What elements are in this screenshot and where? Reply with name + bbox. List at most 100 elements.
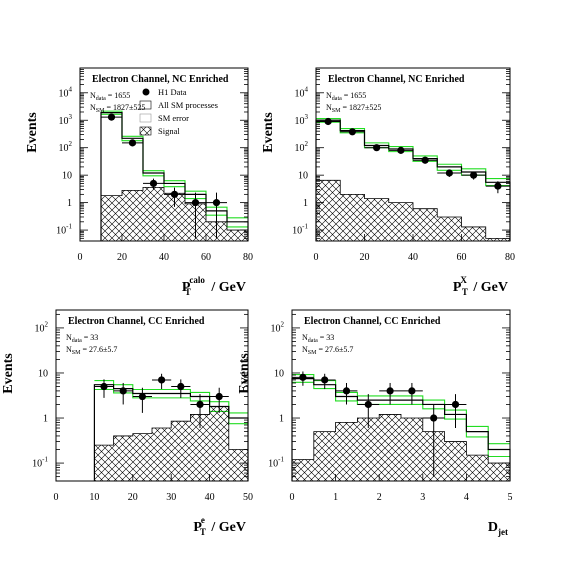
x-axis-label: Pcalo T / GeV <box>182 275 246 297</box>
data-point-1 <box>100 382 108 391</box>
n-data-value: = 1655 <box>342 91 367 100</box>
x-tick-value: 40 <box>205 492 215 503</box>
data-point-1 <box>299 373 307 381</box>
n-sm-sub: SM <box>332 108 341 114</box>
n-sm-sub: SM <box>96 108 105 114</box>
y-tick-base: 10 <box>35 323 45 334</box>
x-tick-label: 5 <box>508 492 513 503</box>
data-point-7 <box>430 414 438 422</box>
y-tick-label: 1 <box>67 198 72 209</box>
signal-histogram <box>291 414 511 482</box>
y-tick-base: 10 <box>59 88 69 99</box>
y-axis-label: Events <box>261 112 276 153</box>
x-tick-value: 2 <box>377 492 382 503</box>
y-tick-base: 1 <box>303 198 308 209</box>
y-tick-base: 10 <box>268 459 278 470</box>
x-tick-label: 0 <box>314 252 319 263</box>
x-tick-label: 0 <box>54 492 59 503</box>
x-tick-value: 1 <box>333 492 338 503</box>
x-tick-value: 50 <box>243 492 253 503</box>
y-tick-exponent: -1 <box>66 223 72 231</box>
data-point-4 <box>364 400 372 409</box>
n-sm-sub: SM <box>72 350 81 356</box>
y-axis-label: Events <box>25 112 40 153</box>
x-tick-label: 80 <box>505 252 515 263</box>
y-tick-label: 1 <box>303 198 308 209</box>
n-data-value: = 1655 <box>106 91 131 100</box>
y-tick-label: 104 <box>59 85 73 99</box>
y-tick-label: 10 <box>298 171 308 182</box>
y-tick-base: 10 <box>32 459 42 470</box>
n-sm-value: = 27.6±5.7 <box>80 345 117 354</box>
data-point-5 <box>386 387 394 395</box>
y-tick-base: 10 <box>59 143 69 154</box>
x-tick-label: 40 <box>159 252 169 263</box>
x-tick-label: 40 <box>408 252 418 263</box>
data-point-7 <box>470 171 478 179</box>
n-data-sub: data <box>72 338 82 344</box>
y-tick-base: 10 <box>295 88 305 99</box>
data-point-6 <box>196 400 204 409</box>
y-tick-label: 10-1 <box>292 223 308 237</box>
x-axis-label: PX T / GeV <box>453 275 508 297</box>
data-point-3 <box>138 392 146 401</box>
y-tick-exponent: -1 <box>42 456 48 464</box>
x-tick-value: 20 <box>117 252 127 263</box>
x-tick-label: 2 <box>377 492 382 503</box>
y-tick-exponent: 4 <box>69 85 73 93</box>
x-tick-value: 0 <box>314 252 319 263</box>
panel-title-text: Electron Channel, NC Enriched <box>92 74 229 85</box>
x-axis-label-main: D <box>488 520 498 535</box>
x-tick-label: 3 <box>420 492 425 503</box>
y-tick-base: 10 <box>292 226 302 237</box>
x-tick-value: 60 <box>201 252 211 263</box>
y-tick-base: 10 <box>271 323 281 334</box>
sm-error-band-high <box>101 110 248 219</box>
y-tick-label: 10 <box>62 171 72 182</box>
data-point-1 <box>107 113 116 121</box>
panel-title-text: Electron Channel, NC Enriched <box>328 74 465 85</box>
n-sm-base: N <box>302 345 308 354</box>
data-point-8 <box>494 182 502 190</box>
y-tick-exponent: -1 <box>278 456 284 464</box>
data-point-5 <box>421 156 429 164</box>
y-tick-label: 102 <box>35 320 49 334</box>
x-tick-label: 60 <box>201 252 211 263</box>
data-point-1 <box>324 117 332 126</box>
x-tick-label: 0 <box>78 252 83 263</box>
n-data-sub: data <box>96 96 106 102</box>
y-tick-base: 1 <box>43 414 48 425</box>
y-axis-label-text: Events <box>25 112 40 153</box>
n-data-annotation: Ndata = 33 <box>302 333 334 344</box>
y-tick-exponent: -1 <box>302 223 308 231</box>
panel-title-text: Electron Channel, CC Enriched <box>68 316 205 327</box>
y-tick-label: 104 <box>295 85 309 99</box>
y-tick-label: 10-1 <box>268 456 284 470</box>
legend-err-label: SM error <box>158 113 189 123</box>
x-tick-value: 30 <box>166 492 176 503</box>
y-tick-exponent: 2 <box>45 320 49 328</box>
panel-title: Electron Channel, NC Enriched <box>92 74 229 85</box>
legend-signal-label-text: Signal <box>158 126 180 136</box>
data-point-6 <box>445 169 453 177</box>
y-tick-label: 10-1 <box>32 456 48 470</box>
x-tick-value: 60 <box>457 252 467 263</box>
sm-error-band-low <box>101 113 248 228</box>
x-tick-label: 10 <box>89 492 99 503</box>
x-tick-value: 40 <box>159 252 169 263</box>
data-point-5 <box>191 199 200 207</box>
x-axis-label-sub: T <box>462 287 468 297</box>
x-axis-label-sup: calo <box>189 275 205 285</box>
panel-title: Electron Channel, CC Enriched <box>68 316 205 327</box>
x-tick-value: 0 <box>54 492 59 503</box>
data-point-6 <box>408 387 416 395</box>
x-tick-label: 30 <box>166 492 176 503</box>
data-point-2 <box>348 128 356 136</box>
y-axis-label: Events <box>237 353 252 394</box>
legend-err-label-text: SM error <box>158 113 189 123</box>
n-sm-base: N <box>66 345 72 354</box>
n-sm-value: = 27.6±5.7 <box>316 345 353 354</box>
